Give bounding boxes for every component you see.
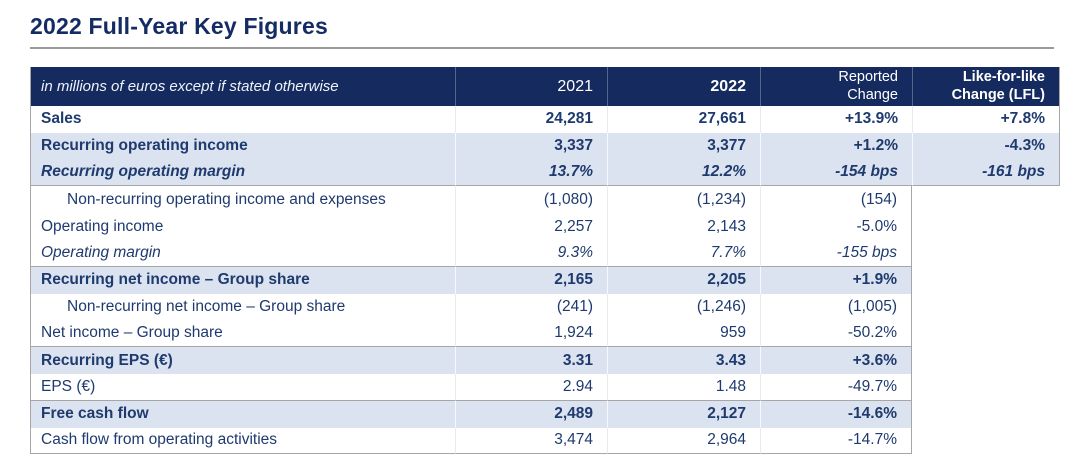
table-row: Recurring operating margin 13.7% 12.2% -154… xyxy=(31,159,1060,187)
value-2022: 2,964 xyxy=(607,427,760,455)
value-reported-change: +1.9% xyxy=(760,266,912,294)
value-reported-change: +3.6% xyxy=(760,347,912,374)
table-row: Free cash flow 2,489 2,127 -14.6% xyxy=(31,400,1060,428)
value-lfl-change xyxy=(912,213,1060,240)
row-label: Recurring net income – Group share xyxy=(31,266,455,294)
value-lfl-change xyxy=(912,347,1060,374)
value-lfl-change xyxy=(912,240,1060,267)
value-2022: 1.48 xyxy=(607,373,760,401)
row-label: Net income – Group share xyxy=(31,320,455,348)
value-2021: 2.94 xyxy=(455,373,607,401)
value-2022: 959 xyxy=(607,320,760,348)
value-reported-change: -14.7% xyxy=(760,427,912,455)
reported-change-line2: Change xyxy=(847,86,898,103)
column-header-lfl-change: Like-for-like Change (LFL) xyxy=(912,67,1060,106)
row-label: Cash flow from operating activities xyxy=(31,428,455,455)
row-label: Sales xyxy=(41,110,82,128)
value-lfl-change xyxy=(912,428,1060,455)
table-row: Recurring net income – Group share 2,165 2… xyxy=(31,266,1060,294)
value-2021: 2,489 xyxy=(455,400,607,428)
row-label: Non-recurring operating income and expen… xyxy=(67,190,386,208)
value-2021: 9.3% xyxy=(455,239,607,267)
value-2022: 7.7% xyxy=(607,239,760,267)
value-lfl-change: -4.3% xyxy=(912,132,1060,160)
table-row: Recurring EPS (€) 3.31 3.43 +3.6% xyxy=(31,347,1060,374)
value-2021: 3,337 xyxy=(455,132,607,160)
value-2022: 2,205 xyxy=(607,266,760,294)
table-row: Non-recurring operating income and expen… xyxy=(31,186,1060,214)
table-row: Non-recurring net income – Group share (2… xyxy=(31,293,1060,321)
row-label: EPS (€) xyxy=(31,374,455,401)
value-2021: 3.31 xyxy=(455,347,607,374)
table-row: EPS (€) 2.94 1.48 -49.7% xyxy=(31,373,1060,401)
lfl-change-line1: Like-for-like xyxy=(962,69,1045,86)
table-row: Sales 24,281 27,661 +13.9% +7.8% xyxy=(31,106,1060,133)
unit-note: in millions of euros except if stated ot… xyxy=(31,67,455,106)
value-lfl-change xyxy=(912,401,1060,428)
value-2022: 3.43 xyxy=(607,347,760,374)
value-2021: 2,257 xyxy=(455,213,607,240)
value-2022: (1,246) xyxy=(607,293,760,321)
row-label: Recurring EPS (€) xyxy=(31,347,455,374)
value-lfl-change: +7.8% xyxy=(912,106,1060,133)
value-reported-change: -154 bps xyxy=(760,159,912,187)
page-title: 2022 Full-Year Key Figures xyxy=(30,13,328,39)
value-2021: (241) xyxy=(455,293,607,321)
value-lfl-change: -161 bps xyxy=(912,159,1060,187)
table-row: Cash flow from operating activities 3,474… xyxy=(31,427,1060,455)
column-header-2022: 2022 xyxy=(607,67,760,106)
value-2021: 3,474 xyxy=(455,427,607,455)
value-reported-change: -5.0% xyxy=(760,213,912,240)
table-body: Sales 24,281 27,661 +13.9% +7.8% Recurring op… xyxy=(31,106,1060,455)
value-2022: (1,234) xyxy=(607,186,760,214)
lfl-change-line2: Change (LFL) xyxy=(951,86,1045,103)
value-lfl-change xyxy=(912,294,1060,321)
value-2021: 13.7% xyxy=(455,159,607,187)
value-2022: 27,661 xyxy=(607,106,760,133)
key-figures-table: in millions of euros except if stated ot… xyxy=(30,67,1060,455)
value-lfl-change xyxy=(912,374,1060,401)
table-row: Net income – Group share 1,924 959 -50.2% xyxy=(31,320,1060,348)
column-header-reported-change: Reported Change xyxy=(760,67,912,106)
table-header-row: in millions of euros except if stated ot… xyxy=(31,67,1060,106)
value-2022: 3,377 xyxy=(607,132,760,160)
row-label: Operating income xyxy=(41,217,164,235)
value-2022: 2,127 xyxy=(607,400,760,428)
row-label: Free cash flow xyxy=(31,400,455,428)
reported-change-line1: Reported xyxy=(838,69,898,86)
row-label: Operating margin xyxy=(31,240,455,267)
table-row: Operating margin 9.3% 7.7% -155 bps xyxy=(31,239,1060,267)
value-reported-change: (1,005) xyxy=(760,293,912,321)
value-2022: 12.2% xyxy=(607,159,760,187)
value-lfl-change xyxy=(912,186,1060,213)
value-2021: 2,165 xyxy=(455,266,607,294)
value-reported-change: -49.7% xyxy=(760,373,912,401)
row-label: Non-recurring net income – Group share xyxy=(67,297,346,315)
value-2021: 24,281 xyxy=(455,106,607,133)
value-lfl-change xyxy=(912,320,1060,347)
value-2021: 1,924 xyxy=(455,320,607,348)
value-reported-change: -14.6% xyxy=(760,400,912,428)
table-row: Operating income 2,257 2,143 -5.0% xyxy=(31,213,1060,240)
column-header-2021: 2021 xyxy=(455,67,607,106)
value-reported-change: -50.2% xyxy=(760,320,912,348)
value-lfl-change xyxy=(912,267,1060,294)
table-row: Recurring operating income 3,337 3,377 +1.2… xyxy=(31,132,1060,160)
value-2022: 2,143 xyxy=(607,213,760,240)
row-label: Recurring operating income xyxy=(31,132,455,160)
value-reported-change: +13.9% xyxy=(760,106,912,133)
title-underline xyxy=(30,47,1054,49)
value-reported-change: (154) xyxy=(760,186,912,214)
value-2021: (1,080) xyxy=(455,186,607,214)
value-reported-change: +1.2% xyxy=(760,132,912,160)
row-label: Recurring operating margin xyxy=(31,159,455,187)
value-reported-change: -155 bps xyxy=(760,239,912,267)
